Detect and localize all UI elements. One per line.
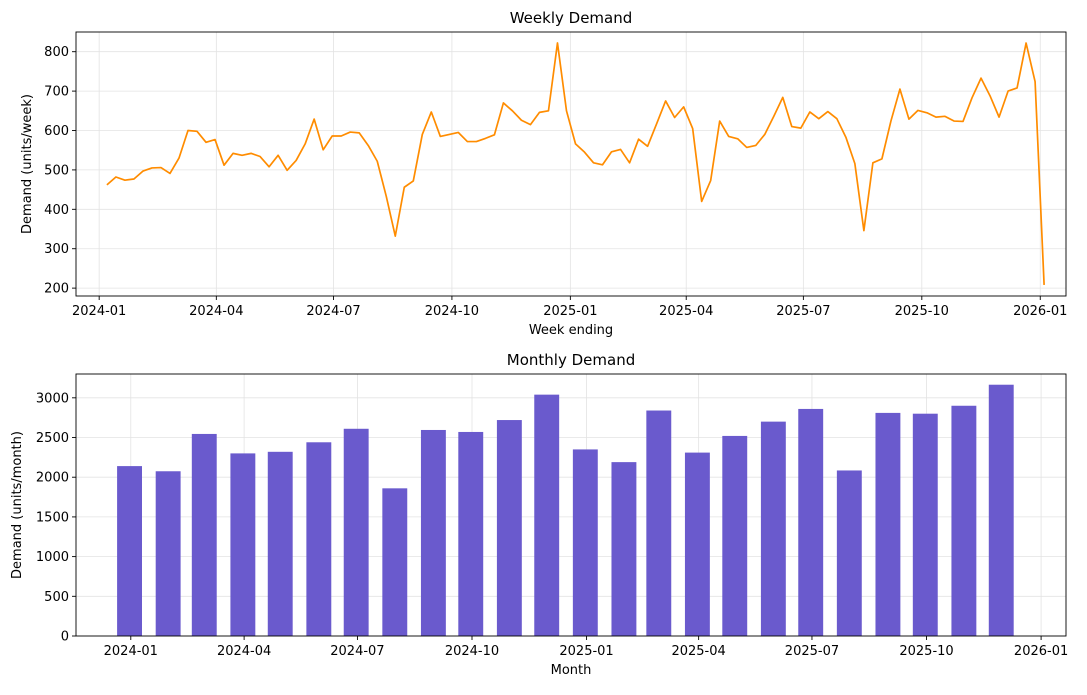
weekly-y-tick-label: 700 <box>44 85 69 100</box>
weekly-y-tick-label: 800 <box>44 45 69 60</box>
weekly-x-tick-label: 2024-04 <box>189 304 243 319</box>
monthly-bar <box>458 431 484 636</box>
monthly-bar <box>951 405 977 636</box>
weekly-x-axis-label: Week ending <box>529 323 613 338</box>
monthly-bar <box>798 408 824 636</box>
weekly-x-tick-label: 2024-01 <box>72 304 126 319</box>
monthly-bar <box>646 410 672 636</box>
monthly-x-tick-label: 2025-07 <box>785 644 839 659</box>
monthly-bar <box>912 413 938 636</box>
monthly-bar <box>572 449 598 636</box>
monthly-bar <box>684 452 710 636</box>
monthly-plot-frame <box>75 373 1067 637</box>
monthly-bar <box>230 453 256 636</box>
weekly-y-tick-label: 600 <box>44 124 69 139</box>
weekly-x-tick-label: 2025-04 <box>659 304 713 319</box>
monthly-x-tick-label: 2025-10 <box>899 644 953 659</box>
monthly-y-tick-label: 2000 <box>36 471 69 486</box>
monthly-y-tick-label: 1000 <box>36 550 69 565</box>
monthly-bar <box>722 435 748 636</box>
monthly-bar <box>760 421 786 636</box>
weekly-x-tick-label: 2025-10 <box>895 304 949 319</box>
weekly-y-axis-label: Demand (units/week) <box>20 94 35 234</box>
weekly-y-tick-label: 500 <box>44 163 69 178</box>
monthly-x-tick-label: 2025-04 <box>671 644 725 659</box>
monthly-bar <box>267 451 293 636</box>
monthly-y-tick-label: 3000 <box>36 391 69 406</box>
monthly-bar <box>611 462 637 636</box>
monthly-y-axis-label: Demand (units/month) <box>10 431 25 579</box>
weekly-x-tick-label: 2024-10 <box>425 304 479 319</box>
weekly-y-tick-label: 200 <box>44 282 69 297</box>
weekly-y-tick-label: 300 <box>44 242 69 257</box>
monthly-bar <box>117 466 142 636</box>
monthly-y-tick-label: 2500 <box>36 431 69 446</box>
weekly-y-tick-label: 400 <box>44 203 69 218</box>
weekly-x-tick-label: 2024-07 <box>306 304 360 319</box>
monthly-bar <box>191 433 217 636</box>
monthly-bar <box>875 412 901 636</box>
monthly-bar <box>534 394 560 636</box>
weekly-x-tick-label: 2025-07 <box>776 304 830 319</box>
monthly-bar <box>420 429 446 636</box>
monthly-bar <box>155 471 181 636</box>
weekly-x-tick-label: 2026-01 <box>1013 304 1067 319</box>
monthly-bar <box>988 384 1014 636</box>
monthly-x-tick-label: 2024-04 <box>217 644 271 659</box>
monthly-x-tick-label: 2024-01 <box>104 644 158 659</box>
monthly-bar <box>836 470 862 636</box>
monthly-x-tick-label: 2025-01 <box>559 644 613 659</box>
monthly-y-tick-label: 500 <box>44 590 69 605</box>
monthly-x-tick-label: 2026-01 <box>1014 644 1068 659</box>
monthly-x-tick-label: 2024-07 <box>330 644 384 659</box>
monthly-y-tick-label: 1500 <box>36 510 69 525</box>
monthly-x-axis-label: Month <box>551 663 592 678</box>
weekly-demand-line <box>106 42 1045 286</box>
monthly-bar <box>306 442 332 636</box>
weekly-plot-frame <box>75 31 1067 297</box>
monthly-bar <box>343 428 369 636</box>
monthly-chart-title: Monthly Demand <box>507 351 635 369</box>
monthly-y-tick-label: 0 <box>61 630 69 645</box>
monthly-bar <box>382 488 408 636</box>
weekly-chart-title: Weekly Demand <box>510 9 633 27</box>
weekly-x-tick-label: 2025-01 <box>543 304 597 319</box>
monthly-x-tick-label: 2024-10 <box>445 644 499 659</box>
monthly-bar <box>496 420 522 636</box>
